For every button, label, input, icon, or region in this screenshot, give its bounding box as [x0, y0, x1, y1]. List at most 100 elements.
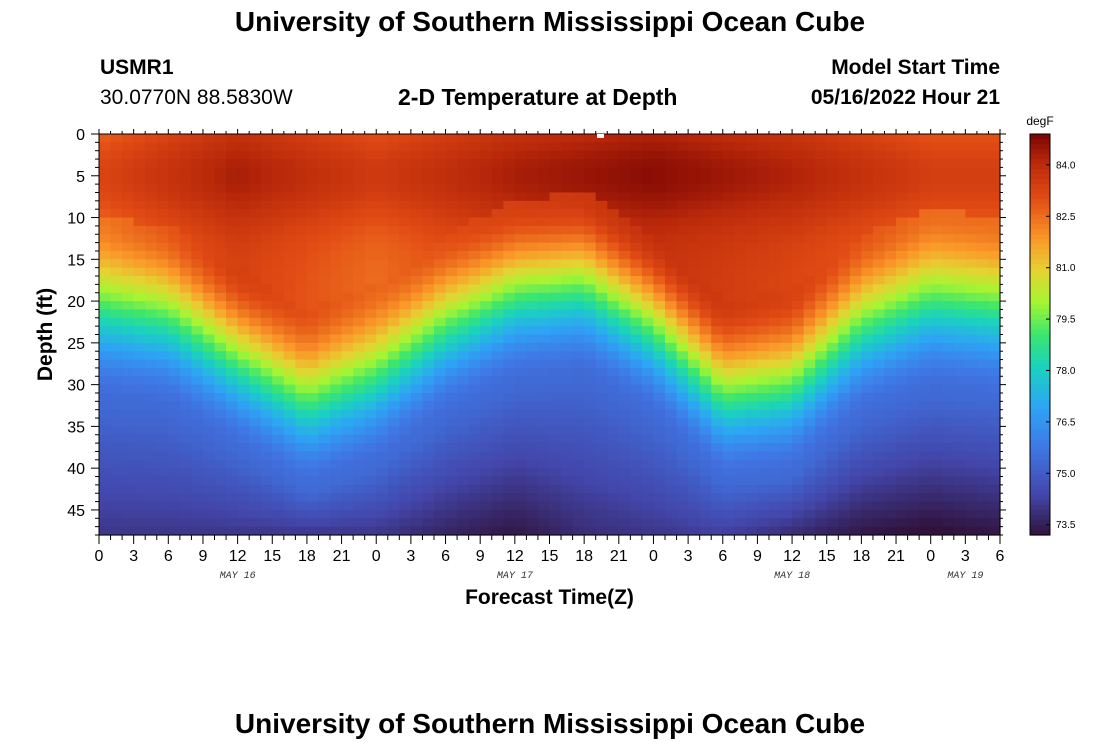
heatmap-cell [156, 392, 169, 402]
heatmap-cell [249, 418, 262, 427]
heatmap-cell [133, 501, 146, 511]
heatmap-cell [688, 175, 701, 185]
heatmap-cell [549, 267, 562, 277]
heatmap-cell [953, 526, 966, 536]
heatmap-cell [630, 426, 643, 436]
heatmap-cell [653, 159, 666, 169]
heatmap-cell [433, 443, 447, 453]
heatmap-cell [745, 484, 759, 494]
heatmap-cell [630, 326, 643, 336]
heatmap-cell [792, 434, 805, 444]
heatmap-cell [480, 426, 493, 436]
heatmap-cell [872, 426, 886, 436]
heatmap-cell [618, 426, 631, 436]
heatmap-cell [688, 209, 701, 219]
heatmap-cell [595, 142, 608, 152]
heatmap-cell [526, 142, 539, 152]
heatmap-cell [884, 501, 897, 511]
heatmap-cell [122, 334, 135, 344]
heatmap-cell [179, 518, 193, 528]
heatmap-cell [422, 234, 435, 244]
heatmap-cell [145, 384, 158, 394]
heatmap-cell [341, 326, 354, 336]
heatmap-cell [387, 484, 400, 494]
heatmap-cell [919, 200, 932, 210]
heatmap-cell [884, 418, 897, 427]
heatmap-cell [976, 184, 990, 194]
heatmap-cell [953, 367, 966, 377]
heatmap-cell [711, 484, 724, 494]
heatmap-cell [988, 317, 1001, 327]
heatmap-cell [330, 250, 343, 260]
heatmap-cell [318, 159, 331, 169]
heatmap-cell [676, 409, 689, 419]
colorbar-segment [1030, 379, 1050, 386]
heatmap-cell [595, 334, 608, 344]
heatmap-cell [803, 192, 816, 202]
heatmap-cell [353, 225, 366, 235]
heatmap-cell [503, 217, 516, 227]
heatmap-cell [457, 392, 470, 402]
heatmap-cell [734, 392, 747, 402]
heatmap-cell [561, 150, 574, 160]
heatmap-cell [376, 301, 389, 311]
heatmap-cell [410, 276, 424, 285]
heatmap-cell [295, 159, 308, 169]
heatmap-cell [676, 242, 689, 252]
heatmap-cell [630, 518, 643, 528]
heatmap-cell [792, 459, 805, 469]
heatmap-cell [202, 334, 216, 344]
heatmap-cell [872, 526, 886, 536]
heatmap-cell [641, 367, 655, 377]
heatmap-cell [884, 493, 897, 503]
heatmap-cell [422, 451, 435, 461]
heatmap-cell [595, 426, 608, 436]
heatmap-cell [387, 242, 400, 252]
heatmap-cell [214, 326, 227, 336]
heatmap-cell [445, 501, 458, 511]
heatmap-cell [145, 159, 158, 169]
heatmap-cell [526, 518, 539, 528]
heatmap-cell [745, 134, 759, 143]
heatmap-cell [734, 359, 747, 369]
heatmap-cell [410, 434, 424, 444]
heatmap-cell [110, 259, 123, 269]
heatmap-cell [561, 175, 574, 185]
heatmap-cell [526, 326, 539, 336]
heatmap-cell [318, 225, 331, 235]
heatmap-cell [445, 209, 458, 219]
heatmap-cell [341, 225, 354, 235]
heatmap-cell [641, 167, 655, 177]
heatmap-cell [792, 484, 805, 494]
heatmap-cell [665, 409, 678, 419]
heatmap-cell [896, 359, 909, 369]
heatmap-cell [191, 426, 204, 436]
heatmap-cell [179, 493, 193, 503]
heatmap-cell [745, 192, 759, 202]
heatmap-cell [872, 392, 886, 402]
heatmap-cell [410, 184, 424, 194]
heatmap-cell [630, 259, 643, 269]
heatmap-cell [237, 309, 250, 319]
heatmap-cell [734, 317, 747, 327]
heatmap-cell [872, 192, 886, 202]
heatmap-cell [872, 401, 886, 411]
station-id: USMR1 [100, 56, 174, 79]
heatmap-cell [722, 376, 735, 386]
heatmap-cell [768, 250, 782, 260]
heatmap-cell [156, 234, 169, 244]
heatmap-cell [676, 426, 689, 436]
heatmap-cell [491, 225, 504, 235]
heatmap-cell [780, 175, 793, 185]
heatmap-cell [237, 225, 250, 235]
heatmap-cell [387, 234, 400, 244]
heatmap-cell [537, 184, 551, 194]
heatmap-cell [156, 159, 169, 169]
heatmap-cell [468, 351, 481, 361]
heatmap-cell [896, 342, 909, 352]
heatmap-cell [445, 367, 458, 377]
heatmap-cell [249, 150, 262, 160]
heatmap-cell [376, 526, 389, 536]
heatmap-cell [503, 367, 516, 377]
heatmap-cell [549, 351, 562, 361]
